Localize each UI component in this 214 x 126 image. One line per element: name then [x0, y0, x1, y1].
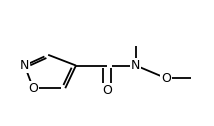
Text: O: O: [161, 72, 171, 85]
Text: O: O: [102, 84, 112, 97]
Text: N: N: [20, 59, 29, 72]
Text: N: N: [131, 59, 141, 72]
Text: O: O: [28, 82, 38, 95]
